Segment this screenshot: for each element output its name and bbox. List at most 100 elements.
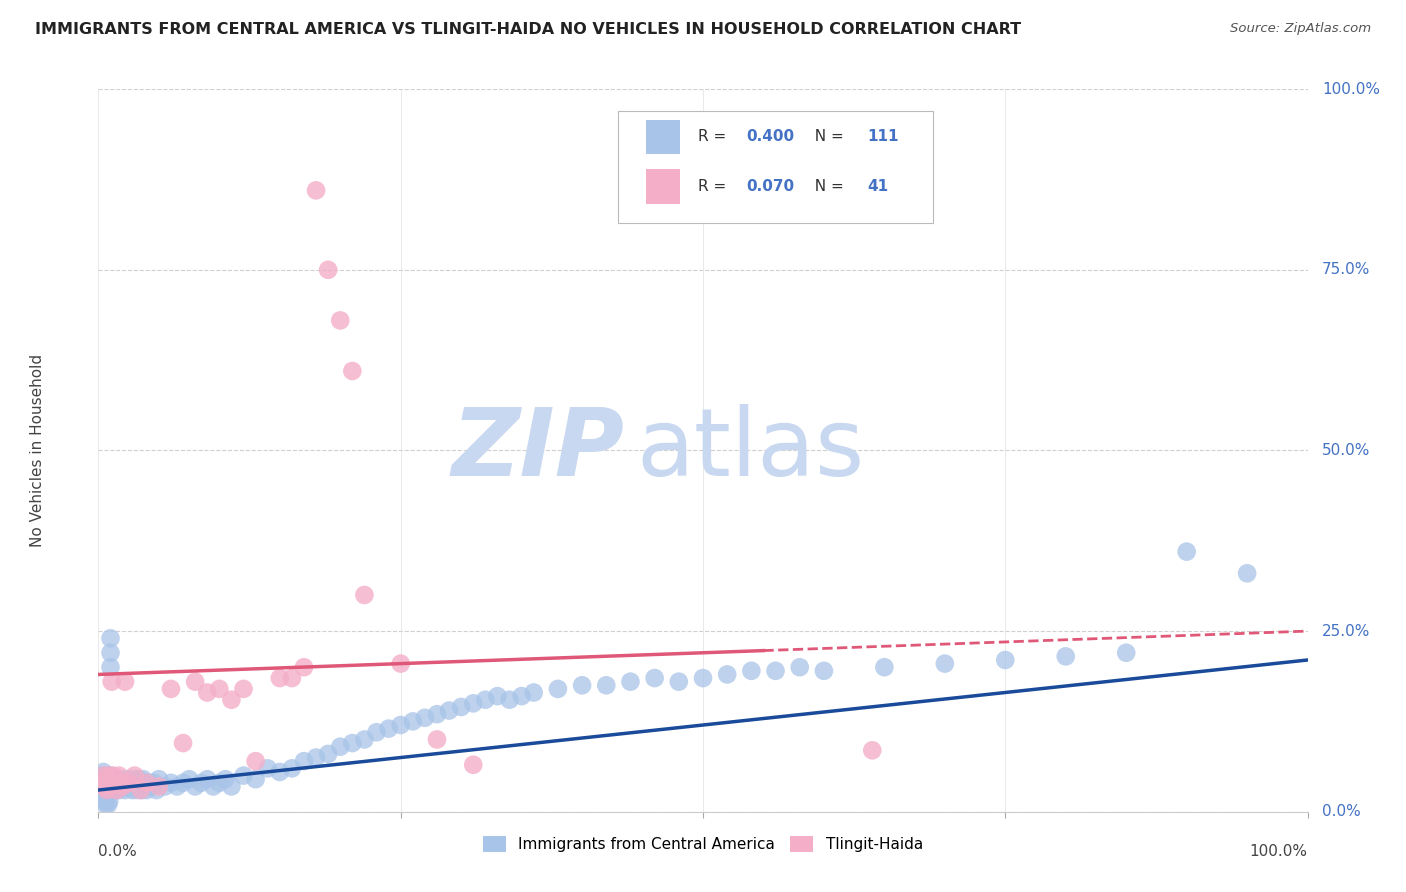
Point: [353, 732, 375, 747]
Point: [329, 313, 352, 327]
Point: [96, 772, 118, 787]
Point: [305, 750, 328, 764]
Point: [112, 776, 135, 790]
Point: [98, 794, 121, 808]
Point: [463, 696, 485, 710]
Point: [100, 632, 122, 646]
Point: [172, 736, 194, 750]
Point: [129, 783, 152, 797]
Point: [195, 685, 218, 699]
Point: [120, 776, 142, 790]
Point: [1115, 646, 1137, 660]
Point: [100, 780, 122, 794]
Point: [692, 671, 714, 685]
Point: [93, 794, 115, 808]
Point: [108, 776, 131, 790]
Point: [232, 681, 254, 696]
Point: [103, 783, 125, 797]
Text: 0.070: 0.070: [747, 178, 794, 194]
Text: 50.0%: 50.0%: [1322, 443, 1371, 458]
Point: [91, 776, 114, 790]
Point: [129, 776, 152, 790]
Point: [125, 776, 148, 790]
Point: [108, 783, 131, 797]
Point: [316, 747, 339, 761]
Point: [860, 743, 883, 757]
Point: [202, 780, 225, 794]
Point: [172, 776, 194, 790]
Point: [450, 700, 472, 714]
Point: [93, 780, 115, 794]
Point: [143, 776, 166, 790]
Point: [90, 776, 112, 790]
Point: [426, 707, 449, 722]
Text: R =: R =: [699, 178, 731, 194]
Point: [111, 780, 134, 794]
Point: [402, 714, 425, 729]
Point: [105, 776, 128, 790]
Point: [510, 689, 533, 703]
Point: [114, 783, 136, 797]
Text: 0.0%: 0.0%: [1322, 805, 1361, 819]
Point: [765, 664, 787, 678]
Text: 41: 41: [868, 178, 889, 194]
Point: [329, 739, 352, 754]
Point: [437, 704, 460, 718]
Point: [463, 757, 485, 772]
Point: [498, 692, 520, 706]
Point: [101, 776, 124, 790]
Point: [994, 653, 1017, 667]
Point: [91, 769, 114, 783]
Point: [134, 780, 156, 794]
Point: [426, 732, 449, 747]
Point: [118, 776, 141, 790]
Point: [104, 772, 127, 787]
Point: [179, 772, 201, 787]
Point: [96, 783, 118, 797]
Point: [91, 764, 114, 779]
Point: [190, 776, 212, 790]
Point: [153, 780, 176, 794]
Point: [281, 761, 304, 775]
Point: [353, 588, 375, 602]
Point: [377, 722, 399, 736]
Point: [474, 692, 496, 706]
Point: [117, 772, 139, 787]
Point: [547, 681, 569, 696]
Point: [104, 776, 127, 790]
Point: [668, 674, 690, 689]
Point: [160, 681, 183, 696]
Point: [127, 783, 149, 797]
Point: [128, 780, 150, 794]
Point: [342, 736, 364, 750]
Point: [523, 685, 546, 699]
Point: [108, 769, 131, 783]
Point: [269, 764, 291, 779]
Point: [413, 711, 436, 725]
Point: [100, 646, 122, 660]
Text: Source: ZipAtlas.com: Source: ZipAtlas.com: [1230, 22, 1371, 36]
Point: [342, 364, 364, 378]
Point: [934, 657, 956, 671]
Point: [1054, 649, 1077, 664]
Point: [91, 769, 114, 783]
Point: [232, 769, 254, 783]
Legend: Immigrants from Central America, Tlingit-Haida: Immigrants from Central America, Tlingit…: [477, 830, 929, 858]
Point: [124, 780, 146, 794]
Point: [138, 776, 160, 790]
Text: N =: N =: [804, 129, 848, 145]
Point: [135, 776, 157, 790]
Point: [121, 783, 143, 797]
Point: [93, 776, 115, 790]
Point: [292, 660, 315, 674]
Text: 100.0%: 100.0%: [1250, 844, 1308, 859]
Point: [94, 776, 117, 790]
Point: [208, 681, 231, 696]
Point: [97, 780, 120, 794]
Text: N =: N =: [804, 178, 848, 194]
Point: [316, 262, 339, 277]
Point: [208, 776, 231, 790]
Text: R =: R =: [699, 129, 731, 145]
Point: [132, 772, 155, 787]
Point: [96, 790, 118, 805]
